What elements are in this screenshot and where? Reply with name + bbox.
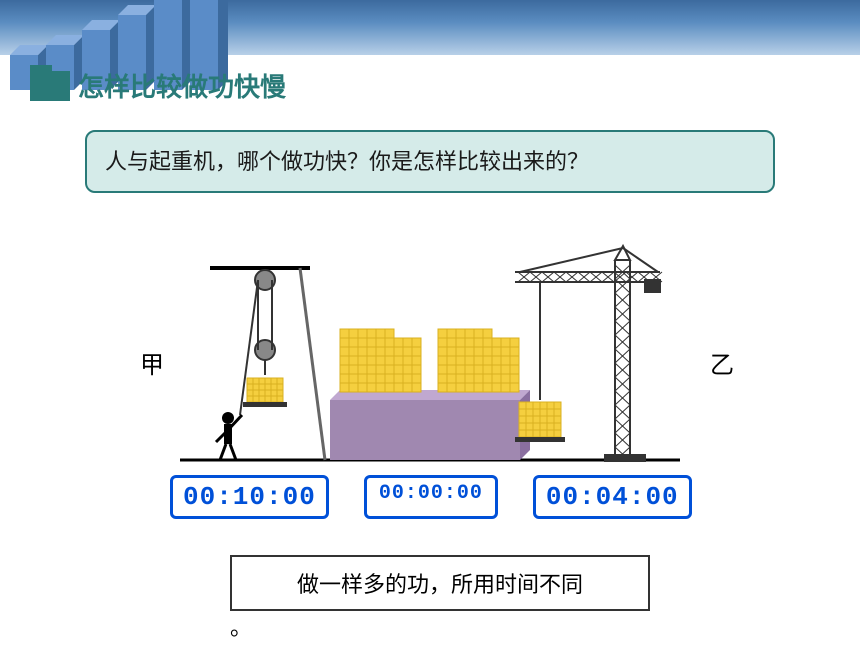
label-right: 乙: [710, 345, 734, 380]
timer-row: 00:10:00 00:00:00 00:04:00: [170, 475, 692, 519]
person-icon: [216, 412, 242, 460]
summary-tail: 。: [230, 610, 252, 642]
platform: [330, 390, 530, 460]
timer-right: 00:04:00: [533, 475, 692, 519]
comparison-diagram: [180, 240, 680, 490]
question-box: 人与起重机，哪个做功快？你是怎样比较出来的？: [85, 130, 775, 193]
timer-left: 00:10:00: [170, 475, 329, 519]
timer-center: 00:00:00: [364, 475, 498, 519]
section-title: 怎样比较做功快慢: [78, 67, 286, 104]
summary-box: 做一样多的功，所用时间不同: [230, 555, 650, 611]
section-number-icon: [30, 71, 70, 101]
section-title-bar: 怎样比较做功快慢: [30, 67, 286, 104]
label-left: 甲: [140, 345, 164, 380]
